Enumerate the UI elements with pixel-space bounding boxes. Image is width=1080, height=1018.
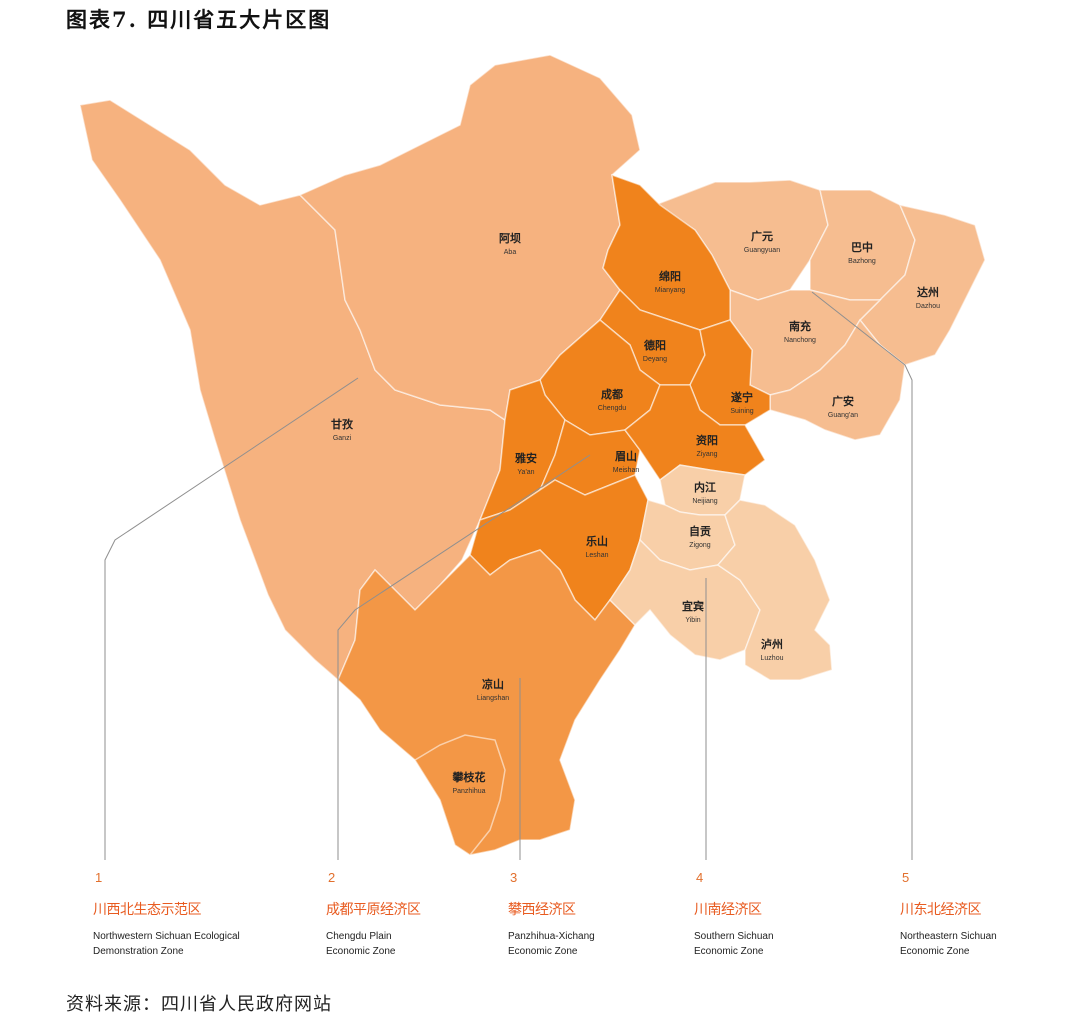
city-label-neijiang-en: Neijiang	[692, 498, 717, 505]
leader-line-2	[337, 454, 591, 860]
city-label-guangyuan-en: Guangyuan	[744, 247, 780, 254]
zone-name-en-line2: Economic Zone	[508, 946, 578, 957]
city-label-bazhong: 巴中	[851, 240, 873, 254]
source-note: 资料来源：四川省人民政府网站	[66, 994, 332, 1015]
zone-name-zh: 川东北经济区	[900, 902, 982, 918]
city-label-nanchong: 南充	[789, 319, 811, 333]
city-label-dazhou-en: Dazhou	[916, 303, 940, 310]
zone-name-en-line1: Southern Sichuan	[694, 931, 774, 942]
zone-caption-5: 5 川东北经济区 Northeastern Sichuan Economic Z…	[900, 870, 1075, 959]
city-label-aba-en: Aba	[504, 249, 517, 256]
city-label-liangshan-en: Liangshan	[477, 695, 509, 702]
leader-line-1	[104, 377, 359, 860]
zone-name-zh: 攀西经济区	[508, 902, 576, 918]
city-label-nanchong-en: Nanchong	[784, 337, 816, 344]
zone-name-en-line2: Economic Zone	[326, 946, 396, 957]
city-label-yaan-en: Ya'an	[517, 469, 534, 476]
zone-caption-2: 2 成都平原经济区 Chengdu Plain Economic Zone	[326, 870, 501, 959]
region-suining[interactable]	[689, 319, 771, 426]
city-label-mianyang-en: Mianyang	[655, 287, 685, 294]
region-panzhihua[interactable]	[413, 734, 506, 857]
city-label-neijiang: 内江	[694, 480, 716, 494]
city-label-leshan-en: Leshan	[586, 552, 609, 559]
leader-line-5	[811, 291, 913, 860]
city-label-ziyang: 资阳	[696, 433, 718, 447]
city-label-leshan: 乐山	[586, 534, 608, 548]
city-label-liangshan: 凉山	[482, 677, 504, 691]
city-label-mianyang: 绵阳	[659, 269, 681, 283]
city-label-panzhihua-en: Panzhihua	[452, 788, 485, 795]
city-label-suining: 遂宁	[731, 390, 753, 404]
zone-number: 1	[95, 870, 103, 885]
city-label-bazhong-en: Bazhong	[848, 258, 876, 265]
city-label-ganzi-en: Ganzi	[333, 435, 352, 442]
zone-caption-4: 4 川南经济区 Southern Sichuan Economic Zone	[694, 870, 869, 959]
zone-caption-1: 1 川西北生态示范区 Northwestern Sichuan Ecologic…	[93, 870, 268, 959]
region-guangan[interactable]	[769, 318, 906, 441]
zone-number: 3	[510, 870, 518, 885]
zone-name-en-line1: Chengdu Plain	[326, 931, 392, 942]
city-label-guangan: 广安	[832, 394, 854, 408]
zone-caption-3: 3 攀西经济区 Panzhihua-Xichang Economic Zone	[508, 870, 683, 959]
city-label-zigong-en: Zigong	[689, 542, 711, 549]
city-label-zigong: 自贡	[689, 524, 711, 538]
city-label-meishan-en: Meishan	[613, 467, 640, 474]
city-label-aba: 阿坝	[499, 231, 521, 245]
city-label-suining-en: Suining	[730, 408, 753, 415]
city-label-chengdu: 成都	[601, 387, 623, 401]
city-label-yibin: 宜宾	[682, 599, 704, 613]
zone-name-en-line2: Economic Zone	[694, 946, 764, 957]
city-label-guangyuan: 广元	[751, 229, 773, 243]
region-dazhou[interactable]	[858, 203, 986, 366]
city-label-yibin-en: Yibin	[685, 617, 700, 624]
city-label-panzhihua: 攀枝花	[452, 770, 486, 784]
city-label-ziyang-en: Ziyang	[696, 451, 717, 458]
zone-number: 2	[328, 870, 336, 885]
city-label-meishan: 眉山	[615, 449, 637, 463]
zone-name-zh: 川南经济区	[694, 902, 762, 918]
city-label-yaan: 雅安	[515, 451, 537, 465]
zone-number: 4	[696, 870, 704, 885]
city-label-luzhou: 泸州	[761, 637, 783, 651]
city-label-dazhou: 达州	[917, 285, 939, 299]
city-label-deyang-en: Deyang	[643, 356, 667, 363]
region-yibin[interactable]	[609, 538, 761, 661]
city-label-chengdu-en: Chengdu	[598, 405, 627, 412]
zone-name-zh: 成都平原经济区	[326, 902, 421, 918]
city-label-ganzi: 甘孜	[331, 417, 354, 431]
region-luzhou[interactable]	[716, 499, 833, 681]
zone-number: 5	[902, 870, 910, 885]
zone-name-en-line2: Demonstration Zone	[93, 946, 184, 957]
zone-name-zh: 川西北生态示范区	[93, 902, 202, 918]
zone-name-en-line1: Northeastern Sichuan	[900, 931, 997, 942]
zone-name-en-line1: Northwestern Sichuan Ecological	[93, 931, 240, 942]
zone-name-en-line2: Economic Zone	[900, 946, 970, 957]
city-label-deyang: 德阳	[643, 338, 666, 352]
city-label-guangan-en: Guang'an	[828, 412, 858, 419]
figure-title: 图表7. 四川省五大片区图	[66, 7, 332, 32]
city-label-luzhou-en: Luzhou	[761, 655, 784, 662]
zone-name-en-line1: Panzhihua-Xichang	[508, 931, 595, 942]
